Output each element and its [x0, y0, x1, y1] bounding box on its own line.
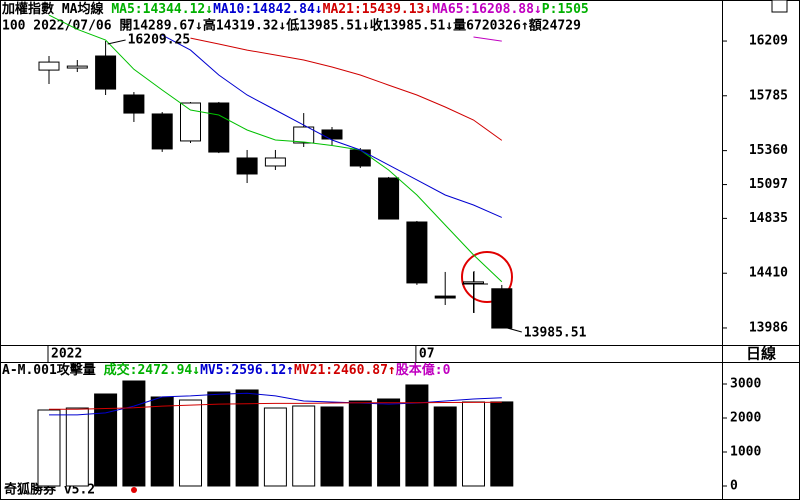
- y-tick-label: 16209: [749, 34, 788, 49]
- ma-line: [49, 401, 502, 410]
- header-segment: MV5:2596.12↑: [200, 363, 294, 378]
- candle-body: [95, 55, 117, 90]
- period-button[interactable]: 日線: [746, 345, 776, 363]
- candle-body: [463, 281, 484, 284]
- y-tick-label: 15785: [749, 88, 788, 103]
- volume-bar: [320, 406, 344, 487]
- volume-bar: [348, 400, 372, 487]
- header-text: 加權指數 MA均線 MA5:14344.12↓MA10:14842.84↓MA2…: [1, 1, 589, 17]
- y-tick-label: 15097: [749, 177, 788, 192]
- volume-bar: [490, 401, 514, 487]
- candle-body: [151, 113, 173, 150]
- volume-bar: [235, 389, 259, 487]
- highlight-circle: [461, 251, 513, 303]
- y-tick-label: 15360: [749, 143, 788, 158]
- header-segment: A-M.001攻擊量: [2, 362, 104, 378]
- y-tick-label: 2000: [730, 410, 761, 425]
- volume-bar: [37, 409, 61, 487]
- candle-body: [378, 177, 400, 220]
- header-segment: MA65:16208.88↓: [432, 2, 542, 17]
- y-tick-label: 0: [730, 478, 738, 493]
- header-text: A-M.001攻擊量 成交:2472.94↓MV5:2596.12↑MV21:2…: [2, 362, 451, 378]
- candle-body: [180, 102, 201, 142]
- candle-body: [293, 126, 315, 144]
- ma-line: [190, 37, 503, 141]
- candle-body: [321, 129, 343, 140]
- volume-bar: [405, 384, 429, 487]
- candle-body: [349, 149, 371, 167]
- candle-body: [38, 61, 60, 71]
- volume-bar: [462, 401, 485, 487]
- y-tick-label: 1000: [730, 444, 761, 459]
- x-tick-label: 07: [419, 347, 435, 362]
- ma-line: [473, 36, 502, 42]
- max-pointer: [107, 39, 126, 45]
- candle-body: [264, 157, 286, 167]
- min-pointer: [503, 326, 522, 333]
- max-label: 16209.25: [128, 33, 191, 48]
- volume-bar: [122, 380, 146, 487]
- x-tick-label: 2022: [51, 347, 82, 362]
- candle-body: [208, 102, 230, 153]
- y-tick-label: 14835: [749, 211, 788, 226]
- header-segment: 加權指數 MA均線: [1, 1, 111, 17]
- ma-line: [48, 14, 503, 283]
- min-label: 13985.51: [524, 326, 587, 341]
- y-tick-label: 14410: [749, 266, 788, 281]
- volume-bar: [179, 399, 202, 487]
- candle-body: [66, 65, 88, 69]
- volume-bar: [263, 407, 287, 487]
- volume-bar: [150, 396, 174, 487]
- info-line: 100 2022/07/06 開14289.67↓高14319.32↓低1398…: [2, 18, 581, 34]
- signal-dot: [131, 487, 137, 493]
- candle-body: [491, 288, 513, 329]
- header-segment: MA21:15439.13↓: [323, 2, 433, 17]
- y-tick-label: 3000: [730, 376, 761, 391]
- candle-body: [236, 157, 258, 175]
- volume-bar: [377, 398, 401, 487]
- volume-bar: [433, 406, 457, 487]
- ma-line: [161, 34, 503, 218]
- volume-bar: [292, 405, 316, 487]
- volume-bar: [207, 391, 231, 487]
- header-segment: MV21:2460.87↑: [294, 363, 396, 378]
- candle-body: [434, 295, 456, 299]
- window-icon[interactable]: [771, 0, 788, 13]
- header-segment: MA10:14842.84↓: [213, 2, 323, 17]
- volume-bar: [94, 393, 118, 487]
- candle-body: [123, 94, 145, 114]
- header-segment: P:1505: [542, 2, 589, 17]
- volume-bar: [65, 407, 89, 487]
- header-segment: 成交:2472.94↓: [104, 362, 200, 378]
- header-segment: MA5:14344.12↓: [111, 2, 213, 17]
- candle-body: [406, 221, 428, 284]
- header-segment: 股本億:0: [396, 362, 451, 378]
- y-tick-label: 13986: [749, 320, 788, 335]
